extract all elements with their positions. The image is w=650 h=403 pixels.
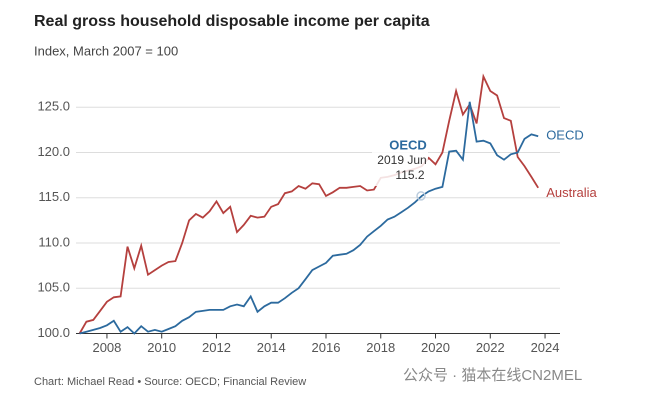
annotation-date: 2019 Jun — [377, 153, 426, 167]
x-tick-label: 2018 — [366, 340, 395, 355]
legend-label: Australia — [546, 185, 597, 200]
annotation-box — [372, 136, 428, 186]
x-tick-label: 2020 — [421, 340, 450, 355]
x-tick-label: 2022 — [476, 340, 505, 355]
y-tick-label: 105.0 — [37, 280, 70, 295]
x-tick-label: 2024 — [531, 340, 560, 355]
y-tick-label: 110.0 — [38, 234, 70, 249]
x-tick-label: 2016 — [312, 340, 341, 355]
y-tick-label: 125.0 — [37, 99, 70, 114]
x-tick-label: 2008 — [92, 340, 121, 355]
series-line — [78, 73, 539, 334]
series-line — [79, 101, 539, 335]
annotation-marker — [416, 191, 426, 201]
legend-label: OECD — [546, 128, 584, 143]
x-tick-label: 2010 — [147, 340, 176, 355]
annotation-value: 115.2 — [395, 168, 424, 182]
y-tick-label: 100.0 — [37, 325, 70, 340]
annotation-name: OECD — [389, 137, 427, 152]
x-tick-label: 2012 — [202, 340, 231, 355]
y-tick-label: 120.0 — [37, 144, 70, 159]
watermark: 公众号 · 猫本在线CN2MEL — [403, 367, 582, 384]
chart-title: Real gross household disposable income p… — [34, 13, 430, 30]
source: Chart: Michael Read • Source: OECD; Fina… — [34, 376, 306, 388]
chart-subtitle: Index, March 2007 = 100 — [34, 43, 178, 58]
x-tick-label: 2014 — [257, 340, 286, 355]
y-tick-label: 115.0 — [38, 189, 70, 204]
